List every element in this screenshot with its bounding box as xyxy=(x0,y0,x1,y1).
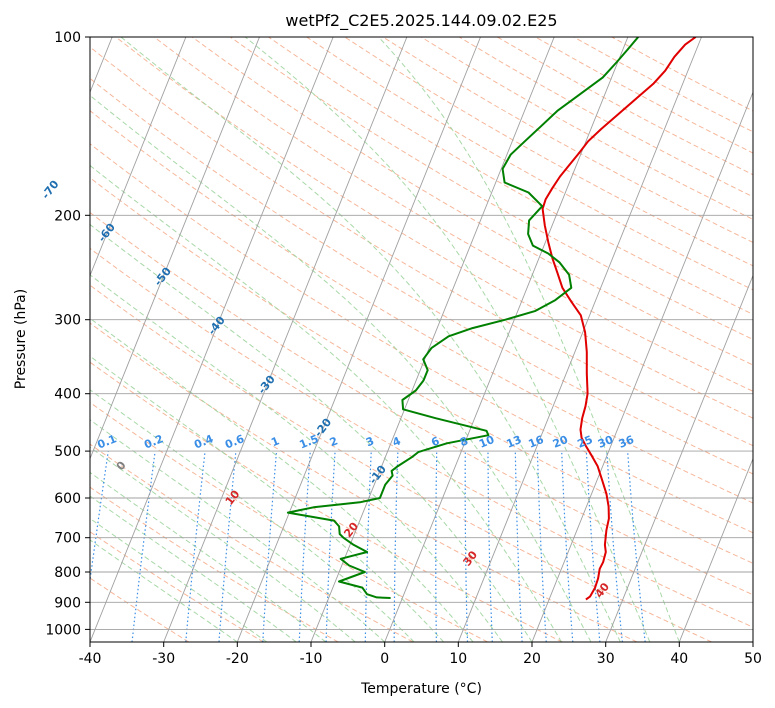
x-tick-label: 10 xyxy=(449,651,467,667)
y-tick-label: 800 xyxy=(54,565,81,581)
isotherm-line xyxy=(310,37,555,642)
dry-adiabat-line xyxy=(230,37,753,340)
x-tick-label: -40 xyxy=(79,651,102,667)
y-tick-label: 1000 xyxy=(45,622,81,638)
mixing-ratio-label: 16 xyxy=(527,433,546,451)
dry-adiabat-line xyxy=(90,531,264,642)
x-tick-label: 50 xyxy=(744,651,762,667)
dry-adiabat-line xyxy=(191,37,753,366)
mixing-ratio-label: 20 xyxy=(551,433,570,451)
moist-adiabat-line xyxy=(90,517,268,642)
mixing-ratio-label: 25 xyxy=(576,433,595,451)
dewpoint-profile-line xyxy=(286,37,639,599)
isotherm-line xyxy=(236,37,481,642)
x-axis-title: Temperature (°C) xyxy=(360,681,482,697)
isotherm-line xyxy=(384,37,629,642)
isotherm-line xyxy=(90,37,187,277)
dry-adiabat-line xyxy=(90,143,753,534)
isotherm-line xyxy=(605,274,753,642)
y-axis-title: Pressure (hPa) xyxy=(13,289,29,389)
moist-adiabat-line xyxy=(90,274,503,642)
mixing-ratio-line xyxy=(90,451,109,585)
x-tick-label: 30 xyxy=(597,651,615,667)
dry-adiabat-line xyxy=(90,486,339,642)
moist-adiabat-line xyxy=(90,223,533,642)
mixing-ratio-label: 36 xyxy=(617,433,636,451)
moist-adiabat-line xyxy=(90,446,356,642)
y-tick-label: 700 xyxy=(54,531,81,547)
isotherm-line xyxy=(531,91,753,642)
y-tick-label: 400 xyxy=(54,387,81,403)
y-tick-label: 900 xyxy=(54,595,81,611)
mixing-ratio-line xyxy=(218,451,237,642)
dry-adiabat-line xyxy=(90,322,638,642)
x-tick-label: -20 xyxy=(226,651,249,667)
moist-adiabat-line xyxy=(90,164,562,642)
plot-frame xyxy=(89,36,754,643)
background-lines xyxy=(90,37,753,642)
isotherm-line xyxy=(90,37,334,642)
mixing-ratio-line xyxy=(627,451,646,642)
moist-adiabat-line xyxy=(90,419,386,642)
mixing-ratio-label: 10 xyxy=(477,433,496,451)
chart-title: wetPf2_C2E5.2025.144.09.02.E25 xyxy=(285,11,557,31)
moist-adiabat-line xyxy=(90,539,238,642)
y-axis: 100 200 300 400 500 600 700 800 900 1000 xyxy=(45,30,90,638)
mixing-ratio-line xyxy=(585,451,601,642)
x-axis: -40 -30 -20 -10 0 10 20 30 40 50 xyxy=(79,642,762,667)
moist-adiabat-line xyxy=(90,317,474,642)
moist-adiabat-line xyxy=(90,94,592,642)
x-tick-label: -10 xyxy=(300,651,323,667)
isotherm-line xyxy=(90,37,260,460)
moist-adiabat-line xyxy=(120,37,621,642)
mixing-ratio-line xyxy=(606,451,623,642)
mixing-ratio-label: 13 xyxy=(504,433,523,451)
dry-adiabat-line xyxy=(90,247,753,628)
dry-adiabat-line xyxy=(268,37,753,315)
dry-adiabat-line xyxy=(90,284,712,642)
temperature-profile-line xyxy=(541,37,697,601)
isotherm-line xyxy=(678,457,753,642)
moist-adiabat-line xyxy=(378,37,680,642)
mixing-ratio-label: 30 xyxy=(596,433,615,451)
y-tick-label: 100 xyxy=(54,30,81,46)
mixing-ratio-label: 2 xyxy=(328,434,340,449)
dry-adiabat-line xyxy=(90,401,488,642)
dry-adiabat-line xyxy=(90,77,753,475)
moist-adiabat-line xyxy=(90,389,415,642)
moist-adiabat-line xyxy=(90,355,444,642)
x-tick-label: 40 xyxy=(670,651,688,667)
dry-adiabat-line xyxy=(90,211,753,596)
profile-lines xyxy=(286,37,697,601)
y-tick-label: 500 xyxy=(54,444,81,460)
dry-adiabat-line xyxy=(90,361,563,642)
dry-adiabat-line xyxy=(90,110,753,504)
y-tick-label: 300 xyxy=(54,313,81,329)
mixing-ratio-label: 8 xyxy=(458,434,470,449)
isotherm-line xyxy=(457,37,702,642)
moist-adiabat-line xyxy=(244,37,651,642)
x-tick-label: -30 xyxy=(152,651,175,667)
mixing-ratio-label: 3 xyxy=(364,434,376,449)
y-tick-label: 600 xyxy=(54,491,81,507)
y-tick-label: 200 xyxy=(54,208,81,224)
isotherm-line xyxy=(163,37,408,642)
mixing-ratio-label: 1 xyxy=(269,434,281,449)
x-tick-label: 0 xyxy=(380,651,389,667)
mixing-ratio-line xyxy=(185,451,206,642)
dry-adiabat-line xyxy=(90,177,753,564)
moist-adiabat-line xyxy=(90,471,327,642)
dry-adiabat-line xyxy=(153,37,753,392)
x-tick-label: 20 xyxy=(523,651,541,667)
